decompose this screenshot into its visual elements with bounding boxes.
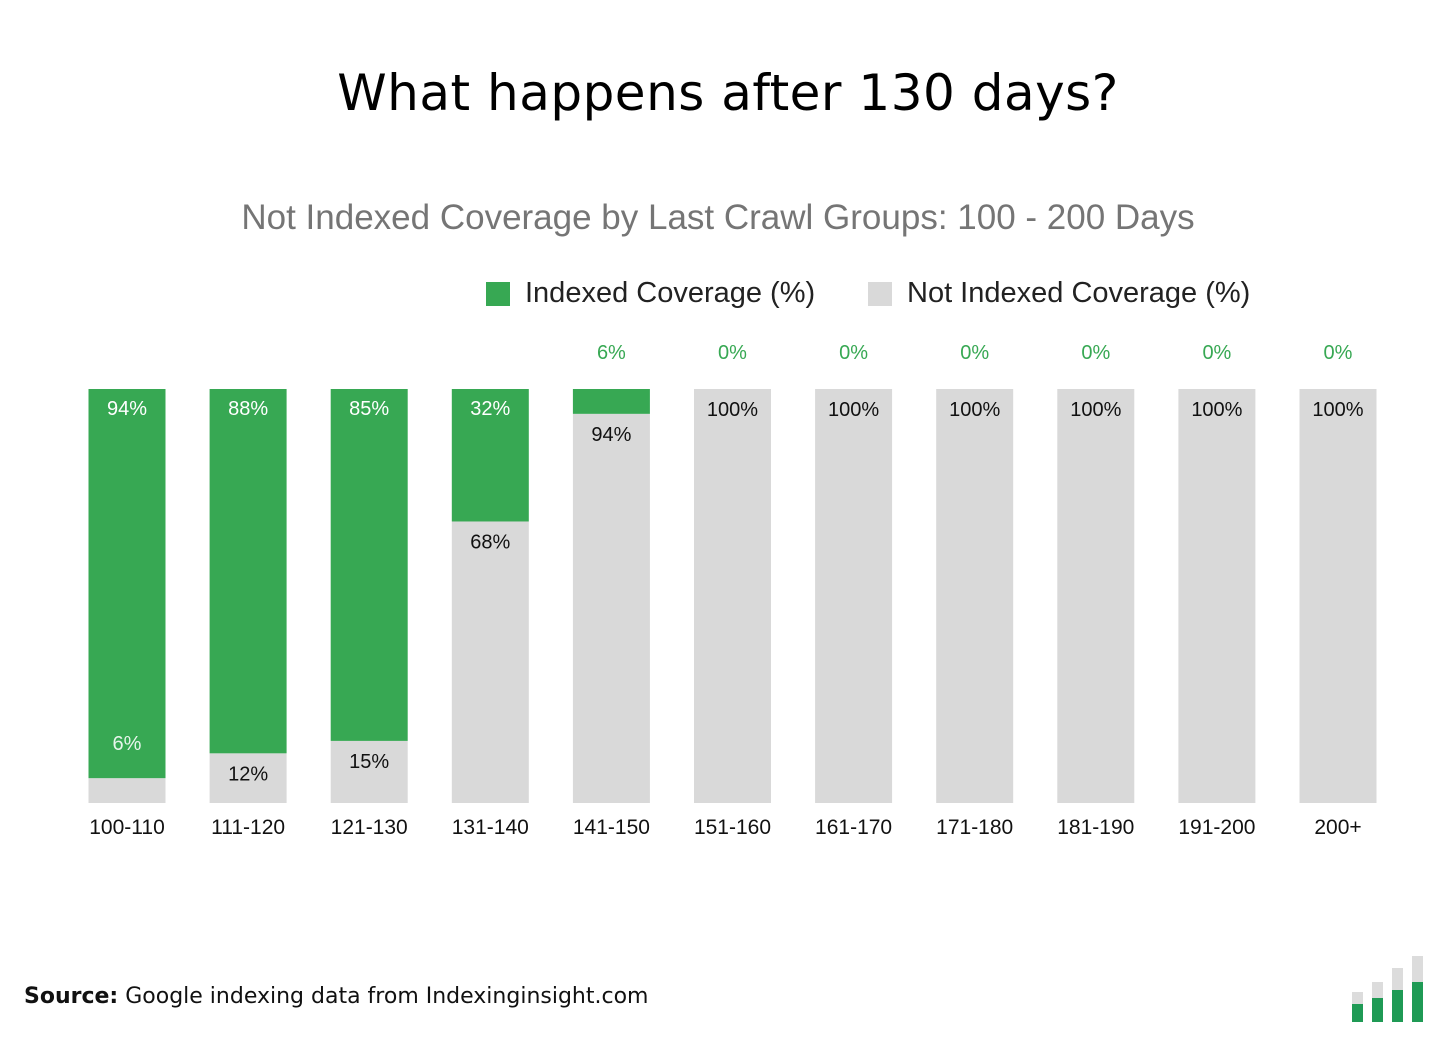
data-label-indexed: 0% [1081,342,1110,364]
bar-not-indexed [694,389,771,803]
bar-not-indexed [88,778,166,803]
x-tick-label: 111-120 [211,816,285,839]
data-label-indexed: 94% [107,398,147,420]
legend: Indexed Coverage (%) Not Indexed Coverag… [486,277,1250,309]
source-line: Source: Google indexing data from Indexi… [24,984,648,1009]
data-label-not-indexed: 12% [228,763,268,785]
data-label-indexed: 0% [960,342,989,364]
data-label-not-indexed: 15% [349,751,389,773]
data-label-not-indexed: 100% [1070,399,1121,421]
data-label-not-indexed: 100% [707,399,758,421]
x-tick-label: 131-140 [452,816,529,839]
data-label-not-indexed: 100% [949,399,1000,421]
bar-not-indexed [815,389,893,803]
stacked-bar-chart: Not Indexed Coverage by Last Crawl Group… [88,198,1377,839]
data-label-not-indexed: 94% [591,424,631,446]
bar-indexed [451,389,529,522]
legend-label-indexed: Indexed Coverage (%) [525,277,815,309]
data-label-not-indexed: 6% [113,733,142,755]
data-label-indexed: 0% [1202,342,1231,364]
x-tick-label: 121-130 [331,816,408,839]
bar-chart-logo-icon [1352,956,1423,1022]
bar-indexed [572,389,650,414]
chart-title: Not Indexed Coverage by Last Crawl Group… [241,198,1194,237]
bar-not-indexed [330,740,408,803]
data-label-indexed: 6% [597,342,626,364]
bar-indexed [88,389,166,779]
legend-label-not-indexed: Not Indexed Coverage (%) [907,277,1250,309]
data-label-indexed: 0% [718,342,747,364]
x-tick-label: 191-200 [1178,816,1255,839]
bar-not-indexed [1057,389,1135,803]
data-label-indexed: 0% [1324,342,1353,364]
data-label-not-indexed: 100% [1312,399,1363,421]
x-tick-label: 181-190 [1057,816,1134,839]
data-label-indexed: 32% [470,398,510,420]
data-label-indexed: 88% [228,398,268,420]
data-label-not-indexed: 100% [828,399,879,421]
data-label-indexed: 85% [349,398,389,420]
data-label-not-indexed: 68% [470,531,510,553]
x-tick-label: 100-110 [89,816,165,839]
source-label: Source: [24,984,119,1009]
x-tick-label: 141-150 [573,816,650,839]
bar-not-indexed [451,521,529,803]
legend-swatch-indexed [486,282,510,306]
bar-indexed [330,389,408,741]
bar-not-indexed [1178,389,1256,803]
x-tick-label: 161-170 [815,816,892,839]
bar-indexed [209,389,287,754]
x-tick-label: 151-160 [694,816,771,839]
page-title: What happens after 130 days? [337,64,1119,122]
bar-not-indexed [209,753,287,803]
source-text: Google indexing data from Indexinginsigh… [125,984,649,1009]
bar-not-indexed [1299,389,1377,803]
data-label-not-indexed: 100% [1191,399,1242,421]
bars-group: 94% 6% 100-110 88% 12% 111-120 85% 15% 121-130 32… [88,342,1377,839]
bar-not-indexed [572,413,650,803]
x-tick-label: 171-180 [936,816,1013,839]
data-label-indexed: 0% [839,342,868,364]
x-tick-label: 200+ [1314,816,1361,839]
bar-not-indexed [936,389,1014,803]
legend-swatch-not-indexed [868,282,892,306]
